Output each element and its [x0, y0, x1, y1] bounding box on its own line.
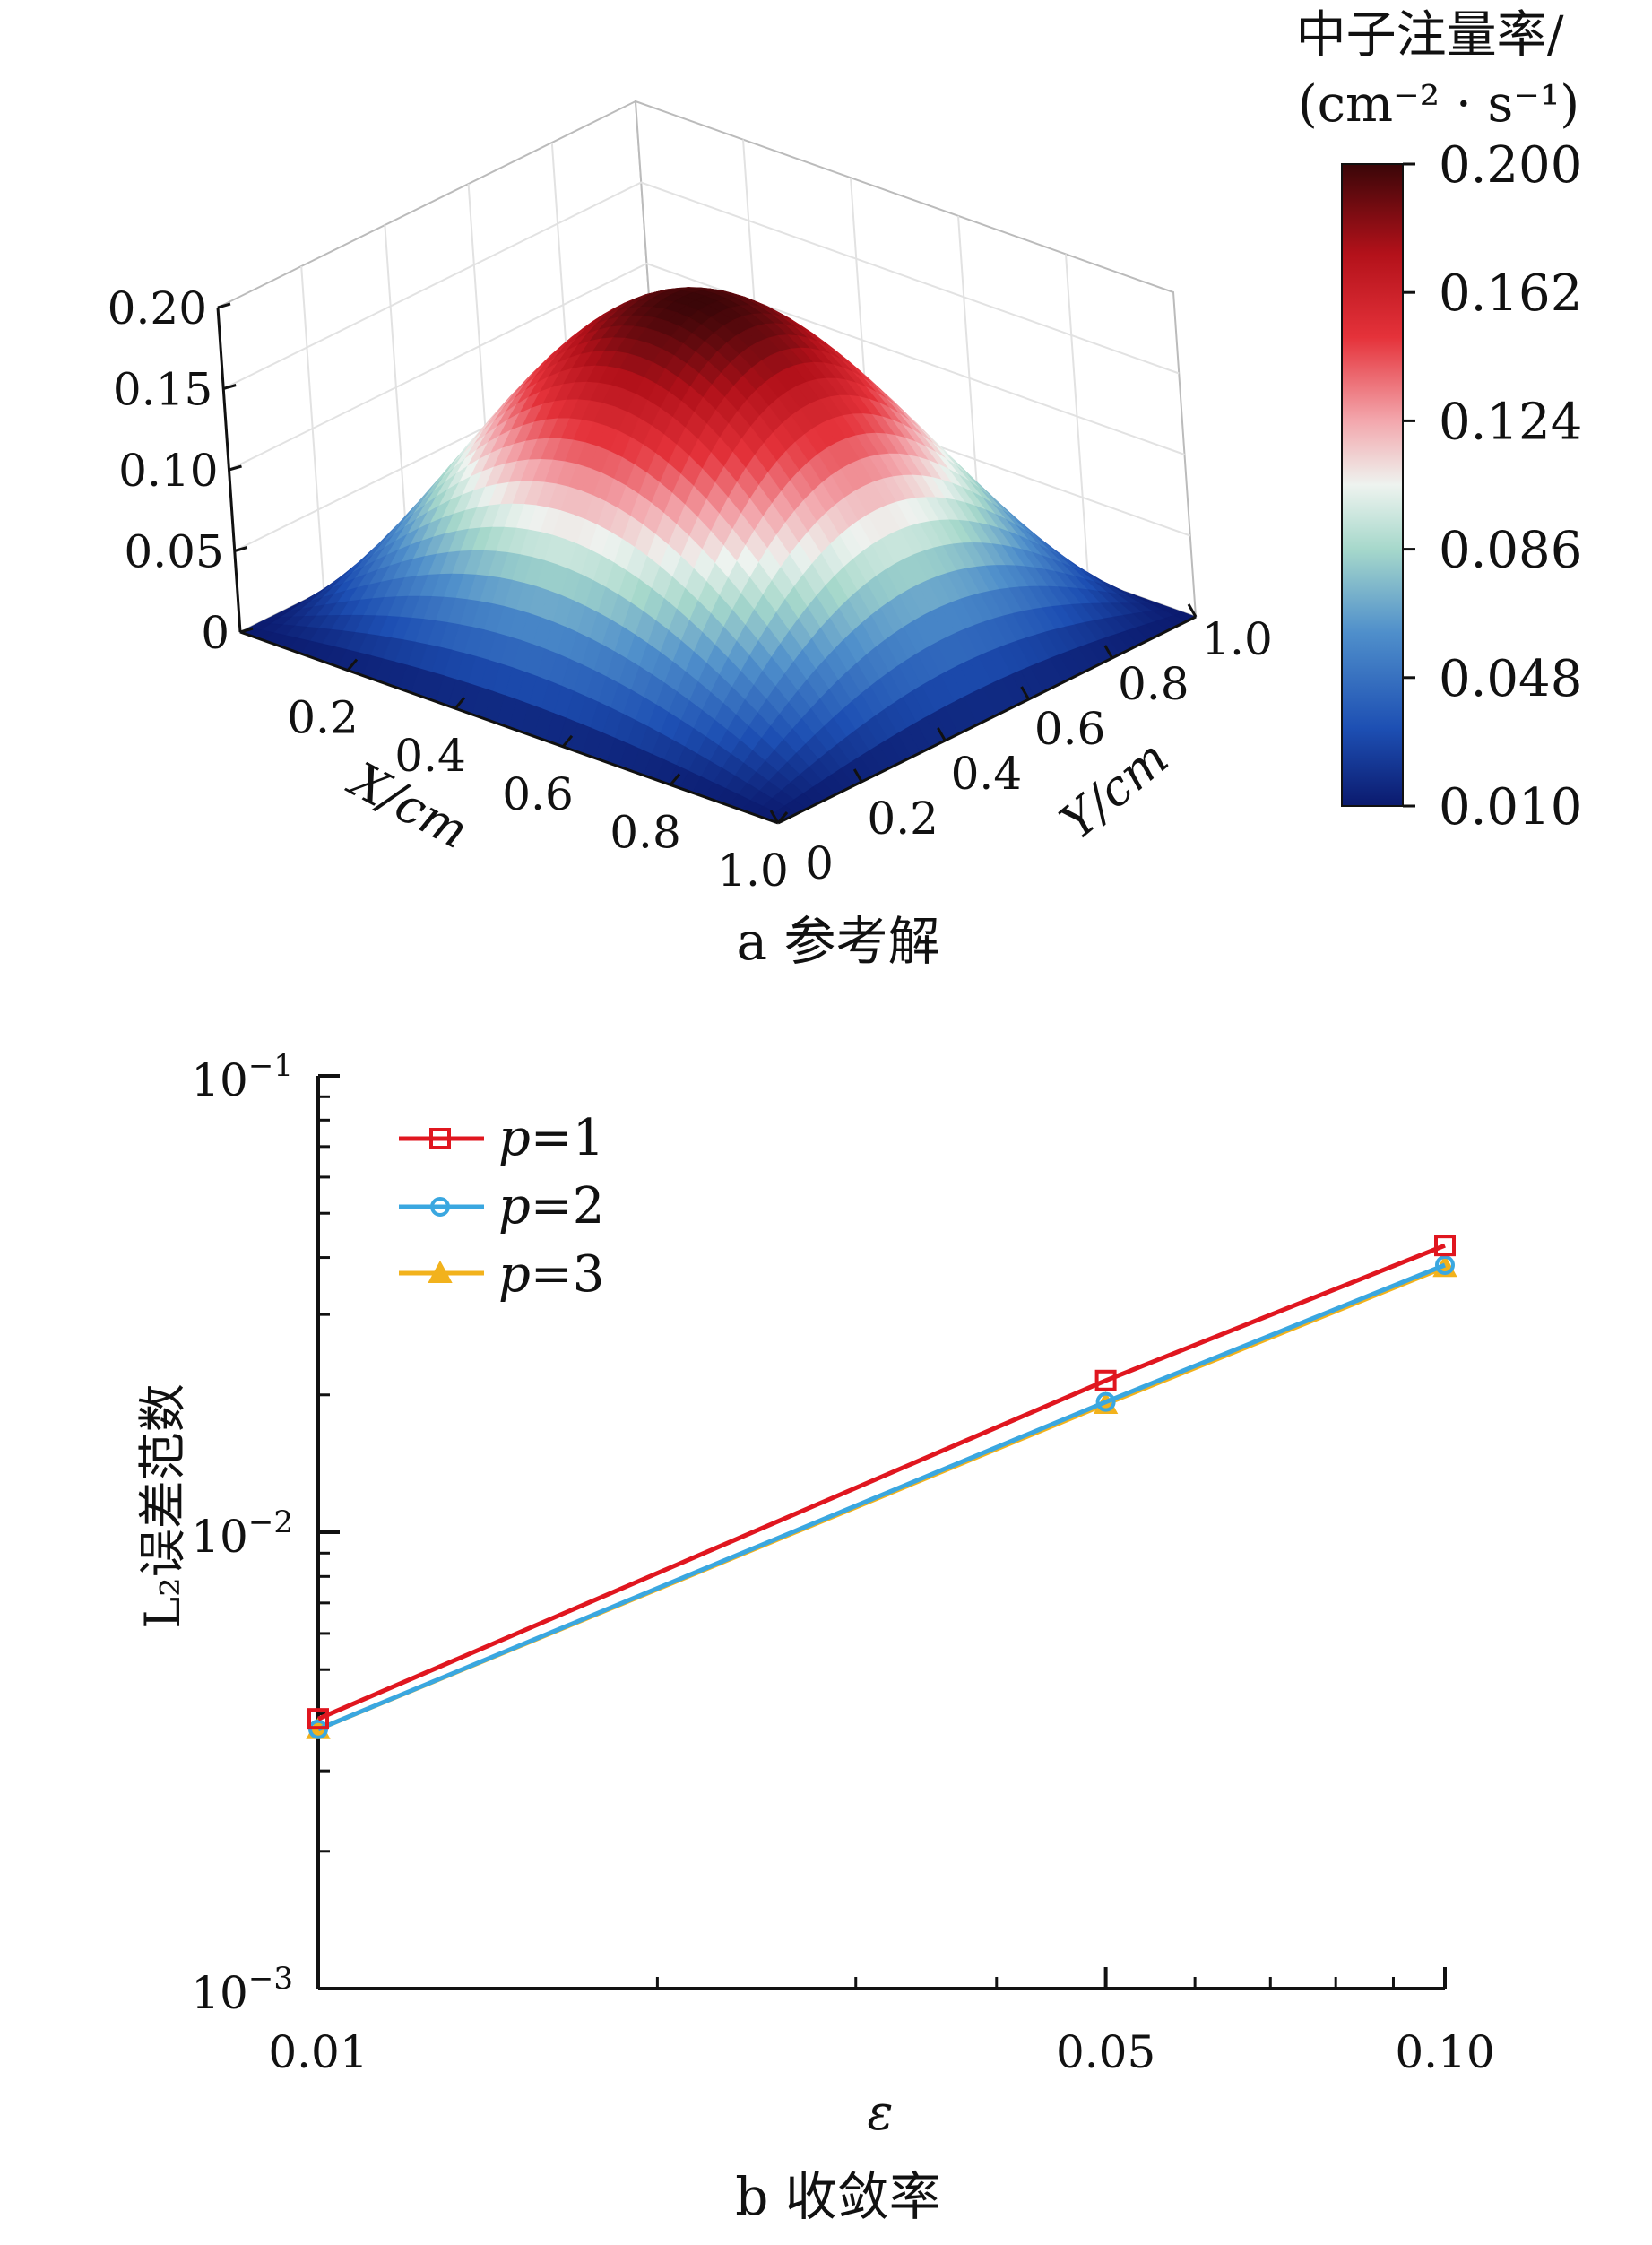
- x-tick-mark: [776, 811, 789, 824]
- surface-mesh: [238, 287, 1198, 824]
- caption-a: a 参考解: [736, 911, 939, 972]
- x-tick-mark: [669, 773, 681, 786]
- colorbar-ticks: [1403, 162, 1415, 808]
- y-tick-mark: [1103, 645, 1114, 659]
- colorbar-title-line1: 中子注量率/: [1296, 6, 1564, 65]
- z-tick-mark: [217, 302, 231, 309]
- legend-label-var: p: [498, 1177, 531, 1235]
- y-tick-base: 10: [191, 1967, 248, 2019]
- colorbar-tick-label: 0.162: [1439, 264, 1582, 323]
- y-tick-label: 10−3: [191, 1961, 293, 2019]
- colorbar-gradient: [1341, 163, 1404, 807]
- legend-label-rest: =1: [531, 1109, 605, 1167]
- x-tick-label: 1.0: [717, 845, 789, 897]
- y-tick-label: 10−1: [191, 1048, 293, 1106]
- y-tick-mark: [1020, 686, 1030, 700]
- y-tick-mark: [1187, 603, 1198, 618]
- data-point-p=1: [1094, 1369, 1117, 1391]
- z-tick-label: 0.20: [108, 282, 207, 334]
- z-tick-mark: [234, 546, 248, 552]
- legend-label-p2: p=2: [498, 1177, 604, 1235]
- z-axis-ticks: 0 0.05 0.10 0.15 0.20: [108, 282, 229, 659]
- y-tick-label: 0.6: [1034, 703, 1106, 755]
- legend-marker-p3: [428, 1260, 453, 1283]
- data-point-p=2: [1095, 1391, 1116, 1412]
- x-tick-mark: [346, 658, 359, 672]
- z-tick-label: 0.10: [118, 445, 218, 497]
- legend-label-var: p: [498, 1245, 531, 1304]
- z-tick-mark: [229, 464, 242, 472]
- legend-entry-p3: p=3: [399, 1245, 604, 1304]
- x-tick-mark: [454, 697, 466, 710]
- colorbar-tick-label: 0.200: [1439, 136, 1582, 195]
- legend-label-p3: p=3: [498, 1245, 604, 1304]
- colorbar-tick-label: 0.124: [1439, 393, 1582, 451]
- legend-marker-p1: [429, 1128, 451, 1149]
- y-tick-label: 0.8: [1118, 658, 1189, 710]
- z-tick-label: 0: [201, 607, 229, 659]
- y-tick-base: 10: [191, 1054, 248, 1106]
- z-tick-label: 0.05: [124, 526, 223, 578]
- y-axis-title: L₂误差范数: [134, 1383, 191, 1629]
- colorbar-tick-label: 0.010: [1439, 778, 1582, 836]
- y-tick-mark: [937, 727, 947, 741]
- legend-label-p1: p=1: [498, 1109, 604, 1167]
- surface-axes: [216, 302, 1198, 825]
- legend-entry-p2: p=2: [399, 1177, 604, 1235]
- pane-grid-line: [222, 181, 1180, 390]
- x-tick-mark: [561, 734, 574, 748]
- x-tick-label: 0.8: [610, 806, 681, 858]
- data-point-p=2: [1435, 1255, 1455, 1276]
- colorbar-title-line2: (cm⁻² · s⁻¹): [1298, 75, 1579, 134]
- colorbar-tick-label: 0.048: [1439, 650, 1582, 708]
- surface-plot-panel: 0 0.05 0.10 0.15 0.20 0.2 0.4 0.6 0.8 1.…: [108, 6, 1583, 972]
- legend-label-rest: =3: [531, 1245, 605, 1304]
- y-axis-ticks: 0 0.2 0.4 0.6 0.8 1.0: [805, 613, 1273, 889]
- x-tick-label: 0.6: [502, 768, 574, 820]
- convergence-plot-panel: 10−1 10−2 10−3 0.01 0.05 0.10 ε L₂误差范数 p…: [134, 1048, 1495, 2227]
- legend-marker-p2: [430, 1197, 450, 1217]
- y-axis-line: [777, 615, 1197, 825]
- x-tick-label: 0.4: [394, 730, 466, 782]
- z-tick-mark: [222, 384, 237, 390]
- b-axes: [316, 1074, 1447, 1990]
- x-axis-title: ε: [868, 2085, 894, 2141]
- z-tick-mark: [239, 627, 254, 634]
- x-tick-label: 0.01: [268, 2026, 368, 2078]
- y-tick-label: 0: [805, 837, 834, 889]
- y-tick-base: 10: [191, 1511, 248, 1563]
- x-tick-label: 0.2: [287, 692, 359, 744]
- y-tick-mark: [769, 810, 780, 824]
- legend-entry-p1: p=1: [399, 1109, 604, 1167]
- data-point-p=1: [1434, 1235, 1456, 1257]
- y-tick-exp: −1: [248, 1048, 293, 1084]
- series-line-p=2: [317, 1262, 1446, 1732]
- b-series: [306, 1235, 1457, 1739]
- y-tick-mark: [852, 768, 863, 783]
- y-tick-label: 1.0: [1201, 613, 1273, 665]
- y-tick-label: 10−2: [191, 1504, 293, 1563]
- y-tick-label: 0.2: [867, 793, 938, 845]
- z-tick-label: 0.15: [113, 364, 212, 416]
- legend-label-rest: =2: [531, 1177, 605, 1235]
- colorbar-tick-label: 0.086: [1439, 522, 1582, 580]
- x-tick-label: 0.05: [1056, 2026, 1155, 2078]
- x-axis-ticks: 0.2 0.4 0.6 0.8 1.0: [287, 692, 789, 897]
- y-tick-exp: −2: [248, 1504, 293, 1540]
- colorbar: 中子注量率/ (cm⁻² · s⁻¹) 0.200 0.162 0.124 0.…: [1296, 6, 1583, 836]
- y-tick-label: 0.4: [951, 748, 1023, 800]
- y-tick-exp: −3: [248, 1961, 293, 1997]
- data-point-p=1: [307, 1708, 329, 1730]
- pane-grid-line: [229, 262, 1185, 471]
- caption-b: b 收敛率: [735, 2166, 941, 2227]
- legend: p=1 p=2 p=3: [399, 1109, 604, 1304]
- x-tick-label: 0.10: [1395, 2026, 1494, 2078]
- legend-label-var: p: [498, 1109, 531, 1167]
- series-line-p=1: [317, 1243, 1446, 1721]
- x-axis-line: [239, 630, 779, 825]
